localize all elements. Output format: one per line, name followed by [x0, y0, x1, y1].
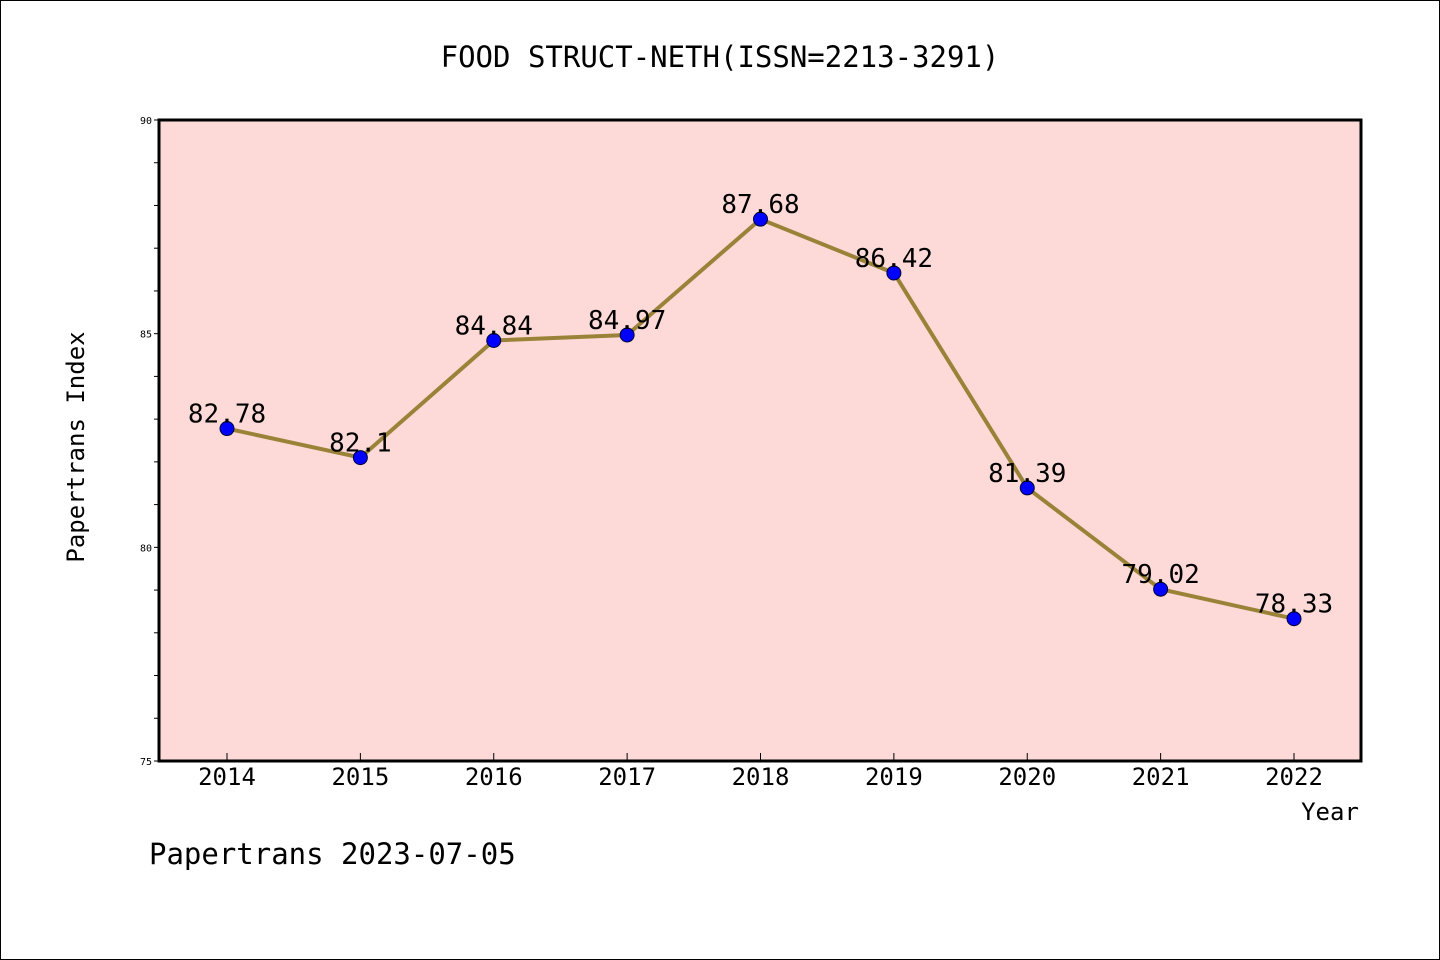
- data-point: [352, 450, 368, 466]
- plot-area: [159, 120, 1361, 761]
- y-tick-label: 75: [140, 757, 152, 768]
- data-label: 79.02: [1121, 560, 1199, 590]
- data-point: [753, 211, 768, 227]
- data-point: [486, 333, 502, 349]
- x-tick-label: 2020: [998, 763, 1056, 791]
- plot-border: [157, 118, 1363, 763]
- x-tick-label: 2018: [732, 763, 790, 791]
- data-point: [1153, 581, 1169, 597]
- y-tick-label: 80: [140, 543, 152, 554]
- data-label: 84.84: [455, 312, 533, 342]
- data-labels: 82.78 82.1 84.84 84.97 87.68 86.42 81.39 79.02 7…: [188, 190, 1333, 620]
- data-label: 82.1: [329, 429, 392, 459]
- data-point: [1286, 611, 1302, 627]
- data-label: 87.68: [721, 190, 799, 220]
- y-axis: 75 80 85 90: [140, 116, 159, 768]
- data-label: 82.78: [188, 400, 266, 430]
- x-tick-label: 2014: [198, 763, 256, 791]
- x-axis: 2014 2015 2016 2017 2018 2019 2020 2021 2022: [198, 753, 1323, 791]
- data-label: 78.33: [1255, 590, 1333, 620]
- data-point: [886, 265, 902, 281]
- y-tick-label: 85: [140, 330, 152, 341]
- data-label: 81.39: [988, 459, 1066, 489]
- x-tick-label: 2021: [1132, 763, 1190, 791]
- x-axis-label: Year: [1301, 798, 1359, 826]
- data-markers: [219, 211, 1302, 627]
- footer-text: Papertrans 2023-07-05: [149, 837, 516, 871]
- x-tick-label: 2017: [598, 763, 656, 791]
- data-label: 84.97: [588, 306, 666, 336]
- data-point: [1019, 480, 1035, 496]
- x-tick-label: 2019: [865, 763, 923, 791]
- chart-title: FOOD STRUCT-NETH(ISSN=2213-3291): [441, 40, 1000, 74]
- data-label: 86.42: [855, 244, 933, 274]
- x-tick-label: 2015: [331, 763, 389, 791]
- data-point: [219, 421, 235, 437]
- y-axis-label: Papertrans Index: [62, 331, 90, 562]
- x-tick-label: 2016: [465, 763, 523, 791]
- y-tick-label: 90: [140, 116, 152, 127]
- data-point: [619, 327, 635, 343]
- x-tick-label: 2022: [1265, 763, 1323, 791]
